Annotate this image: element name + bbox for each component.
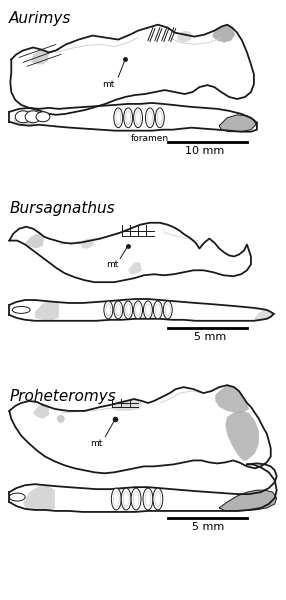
Polygon shape [9, 223, 251, 282]
Ellipse shape [153, 301, 162, 319]
Ellipse shape [121, 488, 131, 510]
Ellipse shape [114, 108, 123, 128]
Polygon shape [81, 239, 94, 248]
Ellipse shape [116, 111, 121, 125]
Ellipse shape [163, 301, 172, 319]
Ellipse shape [136, 111, 140, 125]
Polygon shape [225, 411, 259, 460]
Polygon shape [110, 399, 142, 411]
Ellipse shape [146, 304, 150, 316]
Ellipse shape [155, 304, 160, 316]
Ellipse shape [126, 304, 131, 316]
Ellipse shape [131, 488, 141, 510]
Ellipse shape [116, 304, 121, 316]
Polygon shape [212, 25, 235, 43]
Ellipse shape [145, 491, 151, 506]
Polygon shape [25, 233, 44, 248]
Text: mt: mt [90, 439, 103, 448]
Ellipse shape [123, 491, 129, 506]
Ellipse shape [146, 108, 154, 128]
Ellipse shape [136, 304, 140, 316]
Text: Bursagnathus: Bursagnathus [9, 201, 115, 216]
Polygon shape [9, 103, 257, 131]
Polygon shape [33, 403, 49, 419]
Polygon shape [128, 262, 142, 274]
Ellipse shape [25, 111, 41, 123]
Polygon shape [35, 301, 59, 320]
Ellipse shape [36, 112, 50, 122]
Text: Aurimys: Aurimys [9, 11, 72, 26]
Ellipse shape [134, 301, 142, 319]
Ellipse shape [143, 488, 153, 510]
Text: Proheteromys: Proheteromys [9, 389, 116, 404]
Text: mt: mt [106, 260, 118, 269]
Polygon shape [9, 299, 274, 321]
Polygon shape [219, 490, 277, 511]
Ellipse shape [155, 491, 161, 506]
Ellipse shape [126, 111, 131, 125]
Polygon shape [9, 463, 277, 512]
Polygon shape [215, 385, 249, 413]
Text: 5 mm: 5 mm [194, 332, 227, 341]
Ellipse shape [144, 301, 152, 319]
Polygon shape [219, 115, 256, 131]
Text: 5 mm: 5 mm [192, 522, 224, 532]
Polygon shape [178, 31, 192, 43]
Ellipse shape [153, 488, 163, 510]
Ellipse shape [155, 108, 164, 128]
Ellipse shape [133, 491, 139, 506]
Ellipse shape [12, 307, 30, 313]
Polygon shape [9, 385, 271, 473]
Ellipse shape [15, 111, 31, 123]
Ellipse shape [106, 304, 111, 316]
Text: foramen: foramen [131, 134, 169, 143]
Ellipse shape [124, 108, 133, 128]
Text: mt: mt [102, 80, 114, 89]
Ellipse shape [148, 111, 152, 125]
Ellipse shape [114, 301, 123, 319]
Polygon shape [14, 110, 36, 126]
Ellipse shape [113, 491, 119, 506]
Ellipse shape [111, 488, 121, 510]
Polygon shape [10, 25, 254, 115]
Polygon shape [31, 49, 49, 64]
Ellipse shape [9, 493, 25, 501]
Ellipse shape [124, 301, 133, 319]
Ellipse shape [134, 108, 142, 128]
Polygon shape [23, 486, 55, 511]
Ellipse shape [157, 111, 162, 125]
Ellipse shape [57, 415, 65, 423]
Text: 10 mm: 10 mm [184, 146, 224, 155]
Ellipse shape [165, 304, 170, 316]
Polygon shape [254, 310, 274, 321]
Ellipse shape [104, 301, 113, 319]
